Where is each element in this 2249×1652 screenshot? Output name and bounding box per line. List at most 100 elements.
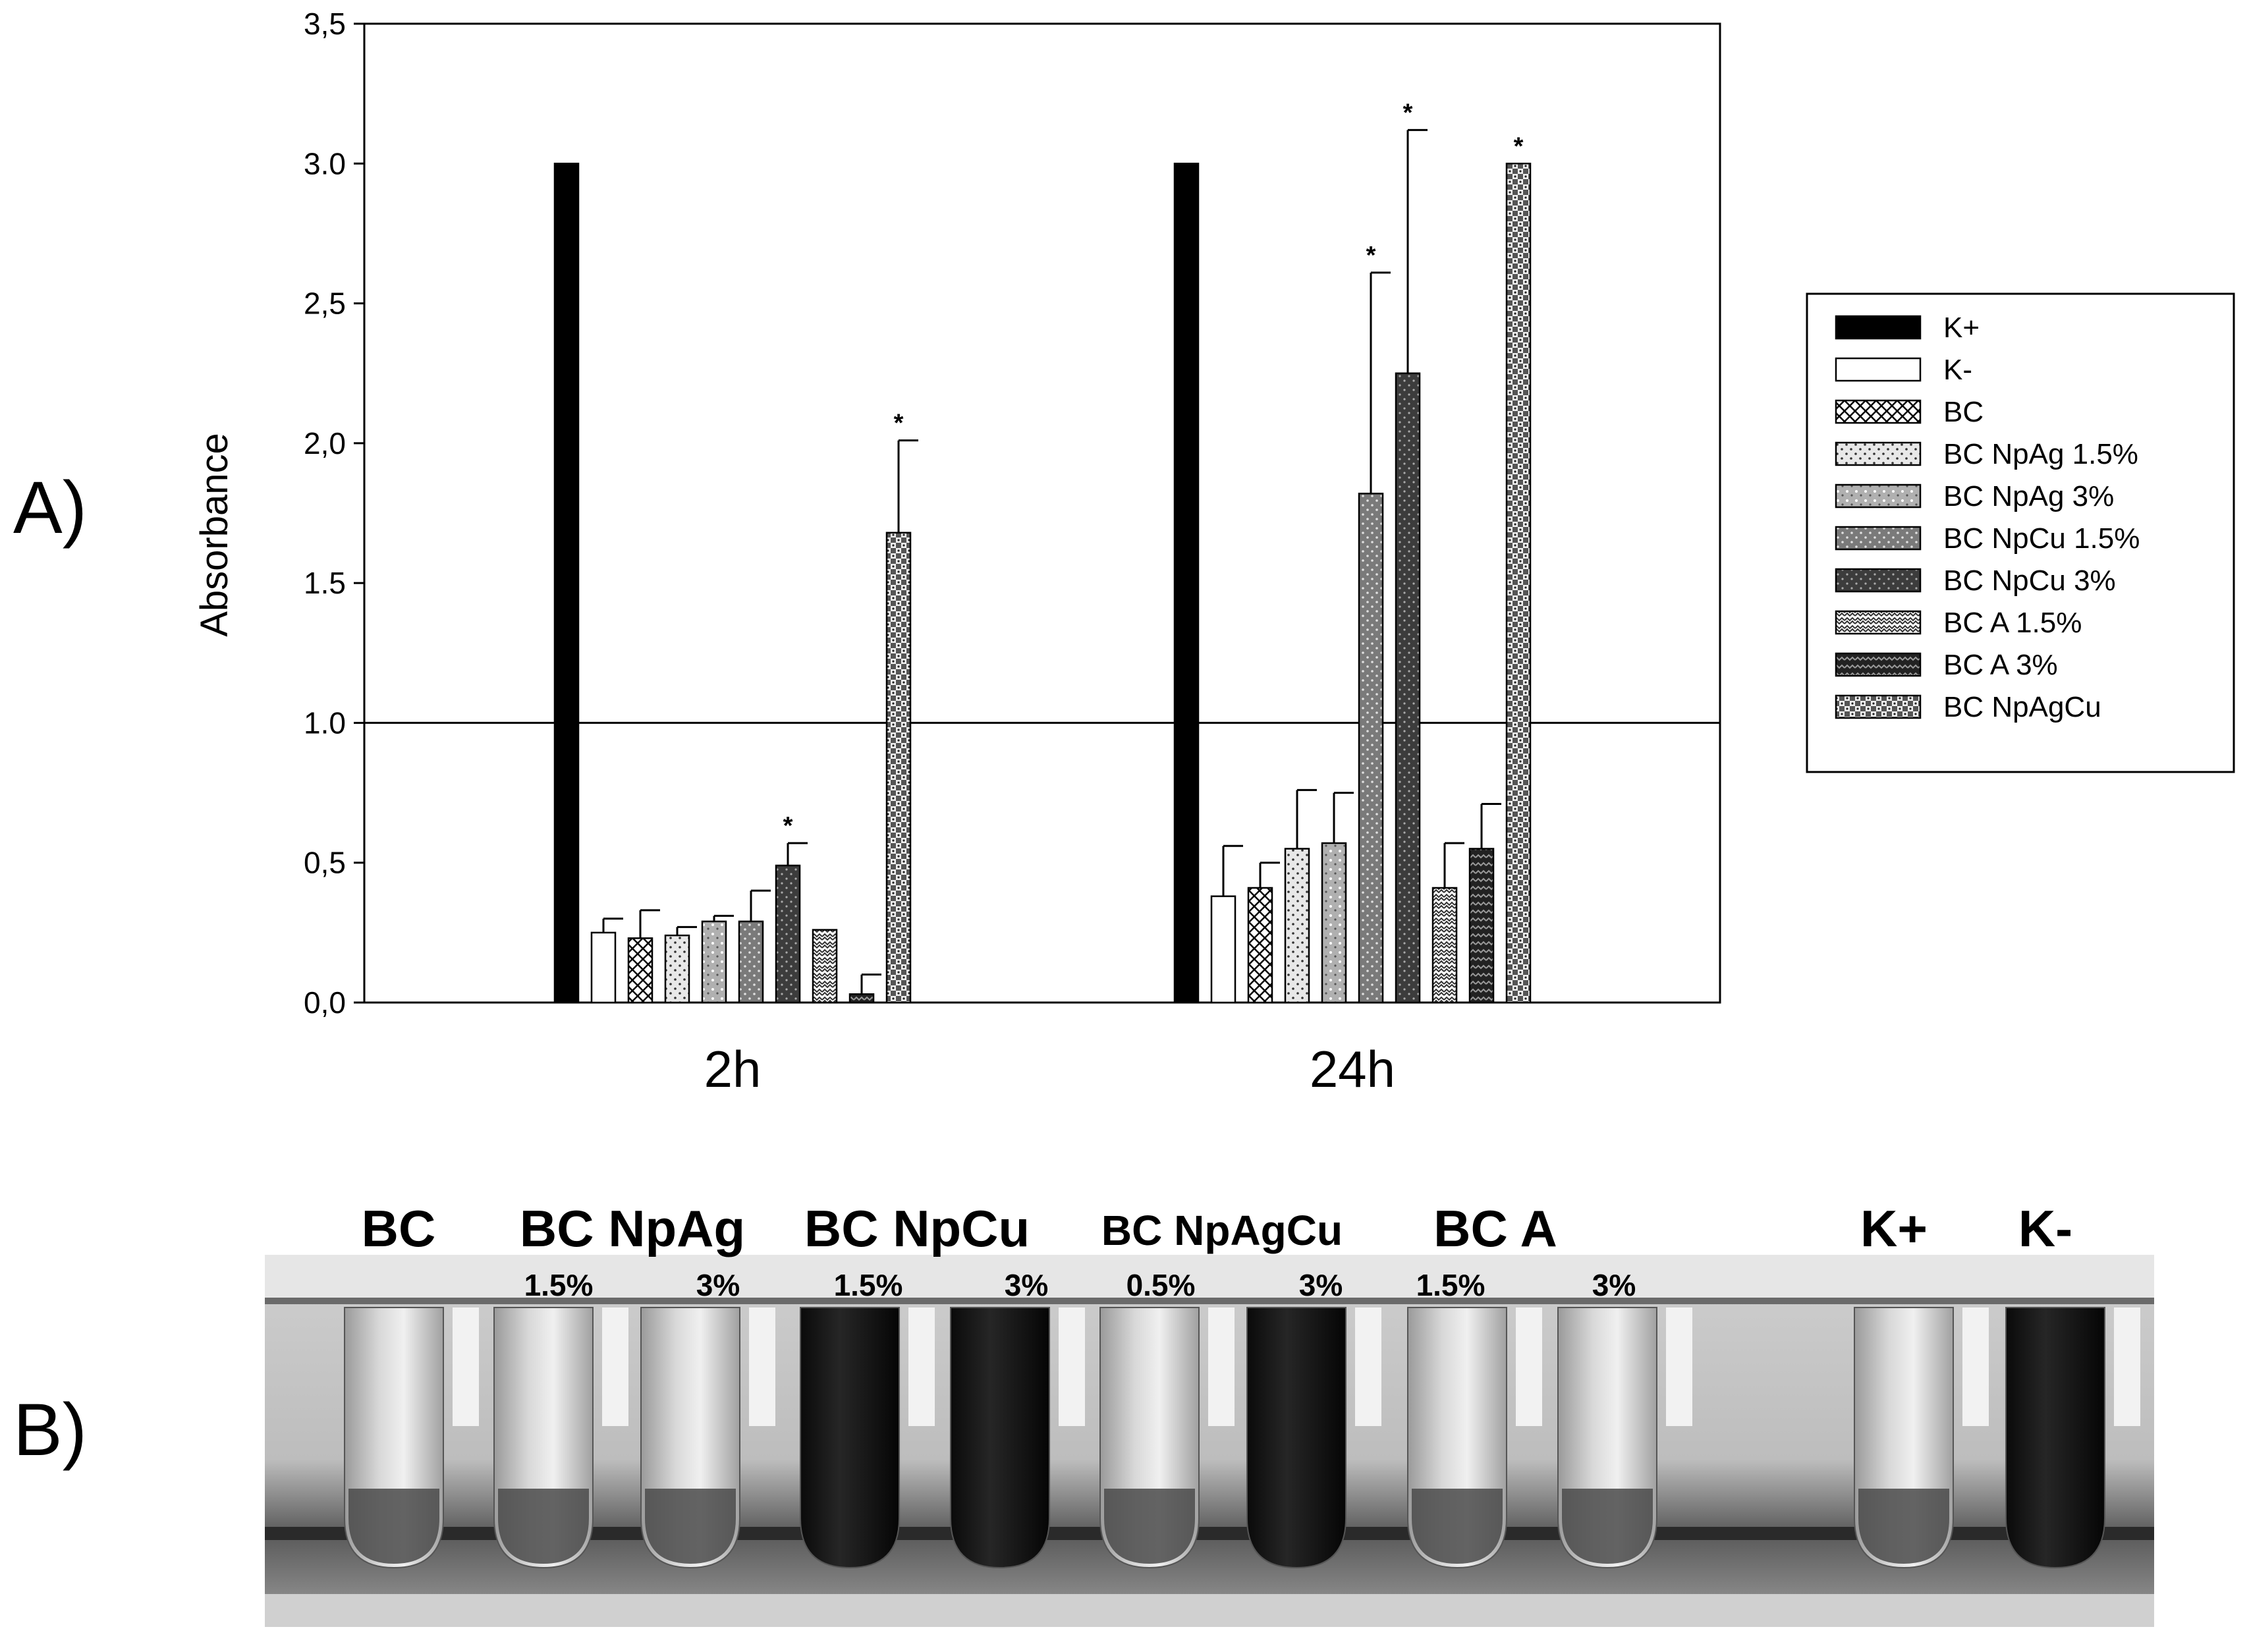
concentration-label: 3% [696,1268,740,1302]
x-category-label: 24h [1310,1040,1395,1098]
tube-sediment [348,1489,439,1564]
tube-sediment [645,1489,736,1564]
tube-group-label: BC NpCu [804,1199,1030,1257]
significance-marker: * [894,410,904,437]
bar [1321,842,1347,1004]
tube-cap-tab [1208,1308,1235,1426]
bars-group: * * * * * [553,99,1532,1004]
significance-marker: * [1514,132,1524,160]
legend-label: K- [1943,354,1972,386]
legend-swatch [1835,441,1922,466]
tube-sediment [1412,1489,1503,1564]
tube [950,1307,1050,1569]
bar [664,934,690,1004]
tube-cap-tab [1666,1308,1692,1426]
y-tick-label: 1.0 [304,705,346,740]
bar [848,993,875,1004]
tube-cap-tab [1516,1308,1542,1426]
legend-swatch [1835,315,1922,340]
tube-cap-tab [749,1308,775,1426]
panel-b-label: B) [13,1389,87,1471]
bar [590,931,617,1004]
tube-group-label: BC NpAg [519,1199,746,1257]
bar [627,937,653,1004]
tube-photo [265,1255,2154,1627]
bar [1247,887,1273,1004]
panel-a-label: A) [13,466,87,549]
bar [701,920,727,1004]
tube [2005,1307,2105,1569]
y-tick-label: 0,0 [304,985,346,1020]
concentration-label: 1.5% [833,1268,903,1302]
significance-marker: * [1403,99,1413,126]
bar [885,532,912,1004]
legend-label: BC NpCu 3% [1943,564,2116,597]
legend-swatch [1835,526,1922,551]
legend-swatch [1835,357,1922,382]
bar [1358,493,1384,1004]
y-axis-label: Absorbance [193,433,236,637]
y-tick-label: 0,5 [304,846,346,880]
tube-group-label: BC NpAgCu [1101,1207,1343,1254]
tube-sediment [1104,1489,1195,1564]
bar [738,920,764,1004]
y-tick-label: 1.5 [304,566,346,600]
tube-cap-tab [1962,1308,1989,1426]
concentration-label: 1.5% [1416,1268,1485,1302]
y-tick-label: 3,5 [304,7,346,41]
legend-swatch [1835,610,1922,635]
tube-sediment [498,1489,589,1564]
legend-label: BC NpAgCu [1943,691,2101,723]
rack-edge [265,1298,2154,1304]
legend-label: BC NpCu 1.5% [1943,522,2140,555]
tube-cap-tab [453,1308,479,1426]
bar [812,929,838,1004]
y-tick-label: 2,0 [304,426,346,460]
tube [800,1307,900,1569]
x-axis: 2h 24h [704,1040,1395,1098]
significance-marker: * [1366,242,1376,269]
bar [1284,848,1310,1004]
legend-swatch [1835,483,1922,509]
tube-cap-tab [2114,1308,2140,1426]
bar [553,163,580,1004]
legend-swatch [1835,652,1922,677]
bar [1210,895,1236,1004]
y-tick-label: 3.0 [304,146,346,180]
legend-swatch [1835,399,1922,424]
tube [1246,1307,1347,1569]
legend-label: K+ [1943,312,1980,344]
tube-group-label: K+ [1860,1199,1928,1257]
bar [1173,163,1200,1004]
tube-group-label: BC [361,1199,436,1257]
concentration-label: 3% [1298,1268,1343,1302]
tube-cap-tab [1059,1308,1085,1426]
plot-area [363,22,1721,1004]
rack-top-strip [265,1255,2154,1301]
legend-swatch [1835,694,1922,719]
legend-label: BC A 1.5% [1943,607,2082,639]
bar [775,864,801,1004]
legend-label: BC NpAg 3% [1943,480,2114,512]
y-axis: 0,0 0,5 1.0 1.5 2,0 2,5 3.0 3,5 [304,7,364,1020]
concentration-label: 3% [1592,1268,1636,1302]
tube-cap-tab [602,1308,628,1426]
rack-base [265,1594,2154,1627]
legend-label: BC A 3% [1943,649,2058,681]
concentration-label: 3% [1004,1268,1049,1302]
concentration-label: 1.5% [524,1268,594,1302]
significance-marker: * [783,812,793,840]
legend-label: BC NpAg 1.5% [1943,438,2138,470]
bar [1395,372,1421,1004]
legend-swatch [1835,568,1922,593]
legend: K+ K- BC BC NpAg 1.5% BC NpAg 3% BC NpCu 1.5%… [1806,292,2235,773]
tube-cap-tab [1355,1308,1381,1426]
tube-sediment [1562,1489,1653,1564]
concentration-label: 0.5% [1126,1268,1196,1302]
bar [1505,163,1532,1004]
bar [1468,848,1495,1004]
legend-label: BC [1943,396,1984,428]
y-tick-label: 2,5 [304,287,346,321]
